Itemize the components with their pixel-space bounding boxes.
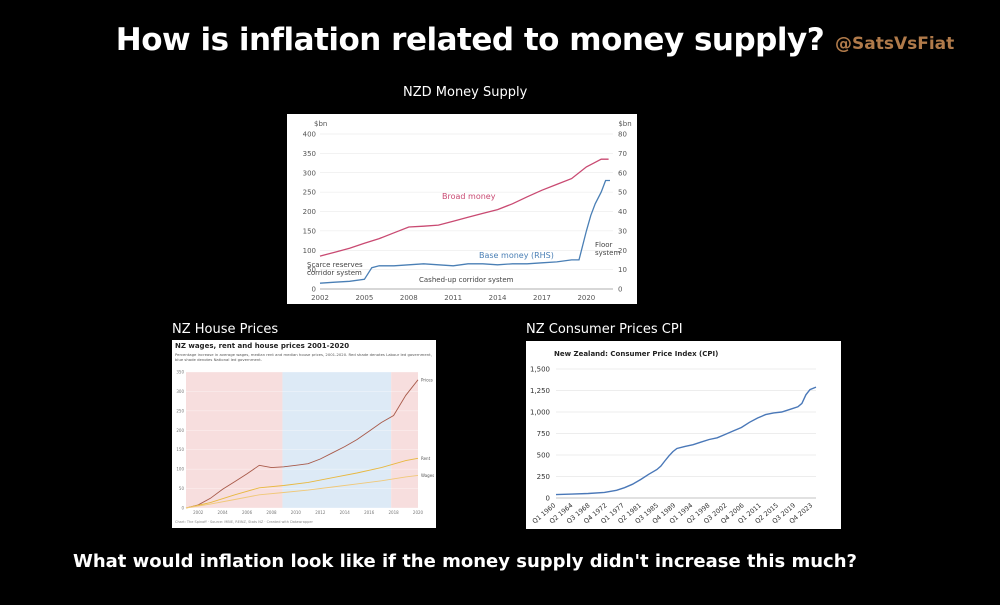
- cpi-caption: NZ Consumer Prices CPI: [526, 322, 683, 337]
- x-tick-label: 2011: [444, 294, 462, 302]
- x-tick-label: 2002: [311, 294, 329, 302]
- series-label-rent: Rent: [421, 456, 431, 461]
- left-tick-label: 100: [303, 247, 316, 255]
- money-supply-caption: NZD Money Supply: [403, 85, 528, 100]
- y-tick-label: 350: [176, 370, 184, 375]
- y-tick-label: 250: [537, 473, 550, 481]
- closing-question: What would inflation look like if the mo…: [72, 551, 857, 572]
- right-unit-label: $bn: [618, 120, 631, 128]
- left-tick-label: 0: [312, 286, 316, 294]
- y-tick-label: 1,000: [530, 409, 550, 417]
- cpi-title: New Zealand: Consumer Price Index (CPI): [554, 350, 718, 358]
- series-line-cpi: [555, 386, 817, 496]
- y-tick-label: 250: [176, 408, 184, 413]
- series-line-broad-money: [319, 158, 609, 257]
- right-tick-label: 80: [618, 131, 627, 139]
- x-tick-label: 2014: [489, 294, 507, 302]
- cpi-chart: New Zealand: Consumer Price Index (CPI) …: [530, 350, 817, 525]
- left-tick-label: 400: [303, 131, 316, 139]
- broad-money-annotation: Broad money: [442, 192, 496, 201]
- scarce-reserves-annotation: Scarce reserves corridor system: [307, 261, 363, 277]
- x-tick-label: 2017: [533, 294, 551, 302]
- x-tick-label: 2020: [577, 294, 595, 302]
- series-line-base-money-rhs-: [319, 179, 610, 284]
- house-prices-title: NZ wages, rent and house prices 2001-202…: [175, 342, 350, 350]
- government-shade: [391, 372, 418, 508]
- y-tick-label: 0: [181, 506, 184, 511]
- y-tick-label: 50: [179, 486, 185, 491]
- house-prices-subtitle: Percentage increase in average wages, me…: [175, 352, 432, 362]
- right-tick-label: 70: [618, 150, 627, 158]
- x-tick-label: 2014: [340, 510, 351, 515]
- right-tick-label: 30: [618, 227, 627, 235]
- left-tick-label: 300: [303, 169, 316, 177]
- author-handle: @SatsVsFiat: [835, 34, 955, 54]
- x-tick-label: 2010: [291, 510, 302, 515]
- series-label-prices: Prices: [421, 377, 433, 382]
- x-tick-label: 2002: [193, 510, 204, 515]
- x-tick-label: 2005: [355, 294, 373, 302]
- page-title: How is inflation related to money supply…: [115, 22, 825, 58]
- y-tick-label: 0: [546, 495, 550, 503]
- government-shade: [186, 372, 283, 508]
- house-prices-panel: NZ wages, rent and house prices 2001-202…: [172, 340, 436, 528]
- cpi-panel: New Zealand: Consumer Price Index (CPI) …: [526, 341, 841, 529]
- y-tick-label: 150: [176, 447, 184, 452]
- y-tick-label: 1,250: [530, 387, 550, 395]
- right-tick-label: 60: [618, 169, 627, 177]
- left-tick-label: 250: [303, 189, 316, 197]
- money-supply-panel: $bn $bn Broad money Base money (RHS) Sca…: [287, 114, 637, 304]
- x-tick-label: 2020: [413, 510, 424, 515]
- x-tick-label: 2012: [315, 510, 326, 515]
- left-tick-label: 50: [307, 266, 316, 274]
- right-tick-label: 20: [618, 247, 627, 255]
- house-prices-chart: 350 300 250 200 150 100 50 0 2002 2004 2006 2008 201…: [176, 370, 434, 516]
- x-tick-label: 2018: [388, 510, 399, 515]
- y-tick-label: 100: [176, 467, 184, 472]
- x-tick-label: 2008: [266, 510, 277, 515]
- x-tick-label: 2004: [218, 510, 229, 515]
- left-unit-label: $bn: [314, 120, 327, 128]
- house-prices-caption: NZ House Prices: [172, 322, 279, 337]
- y-tick-label: 500: [537, 452, 550, 460]
- y-tick-label: 300: [176, 389, 184, 394]
- x-tick-label: 2008: [400, 294, 418, 302]
- y-tick-label: 200: [176, 428, 184, 433]
- floor-system-annotation: Floor system: [595, 241, 620, 257]
- series-line-wages: [185, 474, 419, 509]
- left-tick-label: 350: [303, 150, 316, 158]
- x-tick-label: 2016: [364, 510, 375, 515]
- right-tick-label: 10: [618, 266, 627, 274]
- x-tick-label: 2006: [242, 510, 253, 515]
- y-tick-label: 1,500: [530, 366, 550, 374]
- left-tick-label: 200: [303, 208, 316, 216]
- house-prices-source: Chart: The Spinoff · Source: MBIE, REINZ…: [175, 520, 313, 524]
- series-label-wages: Wages: [421, 473, 434, 478]
- right-tick-label: 50: [618, 189, 627, 197]
- left-tick-label: 150: [303, 227, 316, 235]
- government-shade: [282, 372, 392, 508]
- base-money-annotation: Base money (RHS): [479, 251, 554, 260]
- series-line-prices: [185, 379, 419, 509]
- cashed-up-annotation: Cashed-up corridor system: [419, 276, 514, 284]
- right-tick-label: 0: [618, 286, 622, 294]
- series-line-rent: [185, 457, 419, 509]
- y-tick-label: 750: [537, 430, 550, 438]
- right-tick-label: 40: [618, 208, 627, 216]
- money-supply-chart: $bn $bn Broad money Base money (RHS) Sca…: [303, 120, 632, 302]
